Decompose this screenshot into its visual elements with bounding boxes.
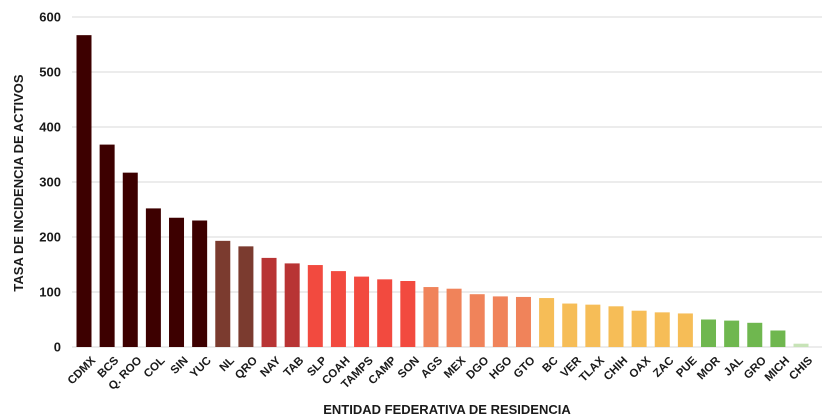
- x-tick-label: GTO: [512, 355, 538, 381]
- bar-camp: [377, 279, 393, 347]
- bar-pue: [677, 313, 693, 347]
- x-tick-label: PUE: [674, 355, 699, 380]
- bar-cdmx: [76, 35, 92, 348]
- bar-bcs: [99, 144, 115, 347]
- x-tick-label: QRO: [233, 355, 260, 382]
- x-tick-label: CHIH: [602, 355, 630, 383]
- y-tick-label: 400: [39, 120, 61, 135]
- x-tick-label: SIN: [169, 355, 191, 377]
- y-tick-label: 100: [39, 285, 61, 300]
- y-tick-label: 300: [39, 175, 61, 190]
- x-tick-label: ZAC: [651, 355, 676, 380]
- x-tick-label: OAX: [627, 354, 653, 380]
- x-tick-label: MEX: [442, 354, 468, 380]
- bar-sin: [169, 217, 185, 347]
- x-tick-label: DGO: [464, 355, 491, 382]
- bar-zac: [654, 312, 670, 347]
- bar-tamps: [354, 276, 370, 347]
- x-axis-title: ENTIDAD FEDERATIVA DE RESIDENCIA: [323, 402, 571, 417]
- y-axis-title: TASA DE INCIDENCIA DE ACTIVOS: [11, 74, 26, 291]
- bar-jal: [724, 320, 740, 347]
- bar-oax: [631, 310, 647, 347]
- bars: [76, 35, 809, 348]
- bar-bc: [539, 298, 555, 347]
- y-tick-label: 600: [39, 10, 61, 25]
- bar-dgo: [469, 294, 485, 347]
- bar-chih: [608, 306, 624, 347]
- x-tick-label: JAL: [722, 355, 746, 379]
- bar-tab: [284, 263, 300, 347]
- bar-son: [400, 281, 416, 347]
- x-tick-label: MOR: [695, 354, 723, 382]
- y-tick-labels: 0 100 200 300 400 500 600: [39, 10, 61, 355]
- y-tick-label: 0: [54, 340, 61, 355]
- bar-nay: [261, 257, 277, 347]
- bar-mich: [770, 330, 786, 347]
- bar-yuc: [192, 220, 208, 347]
- bar-slp: [307, 265, 323, 347]
- x-tick-label: TLAX: [577, 355, 607, 385]
- bar-ver: [562, 303, 578, 347]
- bar-ags: [423, 287, 439, 347]
- x-tick-label: SON: [396, 355, 422, 381]
- y-tick-label: 500: [39, 65, 61, 80]
- x-tick-label: BC: [541, 355, 561, 375]
- bar-mor: [701, 319, 717, 347]
- bar-nl: [215, 240, 231, 347]
- x-tick-label: CHIS: [787, 355, 815, 383]
- x-tick-label: CDMX: [66, 355, 99, 388]
- bar-hgo: [492, 296, 508, 347]
- x-tick-label: YUC: [188, 355, 214, 381]
- x-tick-label: TAB: [282, 355, 307, 380]
- x-tick-label: NAY: [258, 355, 283, 380]
- bar-q-roo: [122, 172, 138, 347]
- bar-chis: [793, 343, 809, 347]
- bar-col: [145, 208, 161, 347]
- bar-qro: [238, 246, 254, 347]
- x-tick-label: MICH: [763, 355, 792, 384]
- x-tick-label: COL: [142, 355, 168, 381]
- x-tick-label: AGS: [419, 354, 445, 380]
- bar-coah: [330, 271, 346, 347]
- bar-gro: [747, 322, 763, 347]
- y-tick-label: 200: [39, 230, 61, 245]
- x-tick-label: HGO: [488, 355, 515, 382]
- bar-mex: [446, 288, 462, 347]
- bar-tlax: [585, 304, 601, 347]
- bar-gto: [515, 296, 531, 347]
